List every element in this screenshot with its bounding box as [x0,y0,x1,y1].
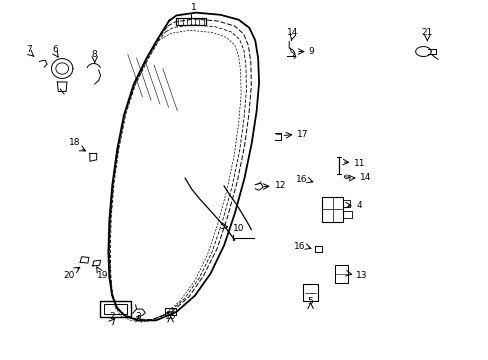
Text: 1: 1 [190,3,196,12]
Text: 16: 16 [296,175,307,184]
Text: 19: 19 [97,271,108,280]
Text: 3: 3 [135,312,141,321]
Text: 4: 4 [356,201,361,210]
Text: 7: 7 [27,45,32,54]
Text: 12: 12 [274,181,285,190]
Text: 13: 13 [356,271,367,280]
Text: 16: 16 [294,242,305,251]
Text: 21: 21 [421,28,432,37]
Text: 5: 5 [307,297,313,306]
Text: 14: 14 [360,173,371,182]
Text: 17: 17 [296,130,308,139]
Text: 2: 2 [109,312,115,321]
Text: 10: 10 [232,224,244,233]
Text: 18: 18 [68,138,80,147]
Text: 8: 8 [92,50,98,59]
Text: 9: 9 [308,47,314,56]
Text: 15: 15 [164,312,176,321]
Text: 6: 6 [52,45,58,54]
Text: 20: 20 [63,271,74,280]
Text: 14: 14 [286,28,297,37]
Text: 11: 11 [354,159,365,168]
